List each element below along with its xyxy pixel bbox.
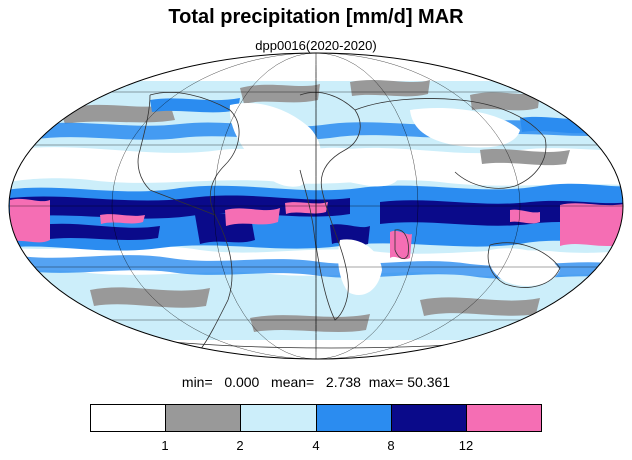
legend-tick-3: 4 xyxy=(312,438,320,453)
map-field xyxy=(9,53,623,359)
globe-outline xyxy=(8,52,624,360)
legend-swatch-4 xyxy=(391,405,467,431)
legend-tick-5: 12 xyxy=(458,438,474,453)
legend-swatch-2 xyxy=(241,405,317,431)
map-subtitle: dpp0016(2020-2020) xyxy=(255,38,377,53)
max-label: max= xyxy=(368,374,404,390)
map-title: Total precipitation [mm/d] MAR xyxy=(168,6,464,28)
mean-label: mean= xyxy=(271,374,315,390)
mean-value: 2.738 xyxy=(325,374,361,390)
legend-swatch-1 xyxy=(166,405,242,431)
max-value: 50.361 xyxy=(407,374,451,390)
color-legend xyxy=(90,404,542,432)
legend-swatch-0 xyxy=(91,405,167,431)
legend-tick-1: 1 xyxy=(161,438,169,453)
legend-swatch-3 xyxy=(316,405,392,431)
summary-stats: min= 0.000 mean= 2.738 max= 50.361 xyxy=(0,374,632,390)
legend-swatch-5 xyxy=(466,405,542,431)
legend-tick-2: 2 xyxy=(236,438,244,453)
legend-tick-4: 8 xyxy=(387,438,395,453)
min-label: min= xyxy=(181,374,213,390)
min-value: 0.000 xyxy=(224,374,260,390)
